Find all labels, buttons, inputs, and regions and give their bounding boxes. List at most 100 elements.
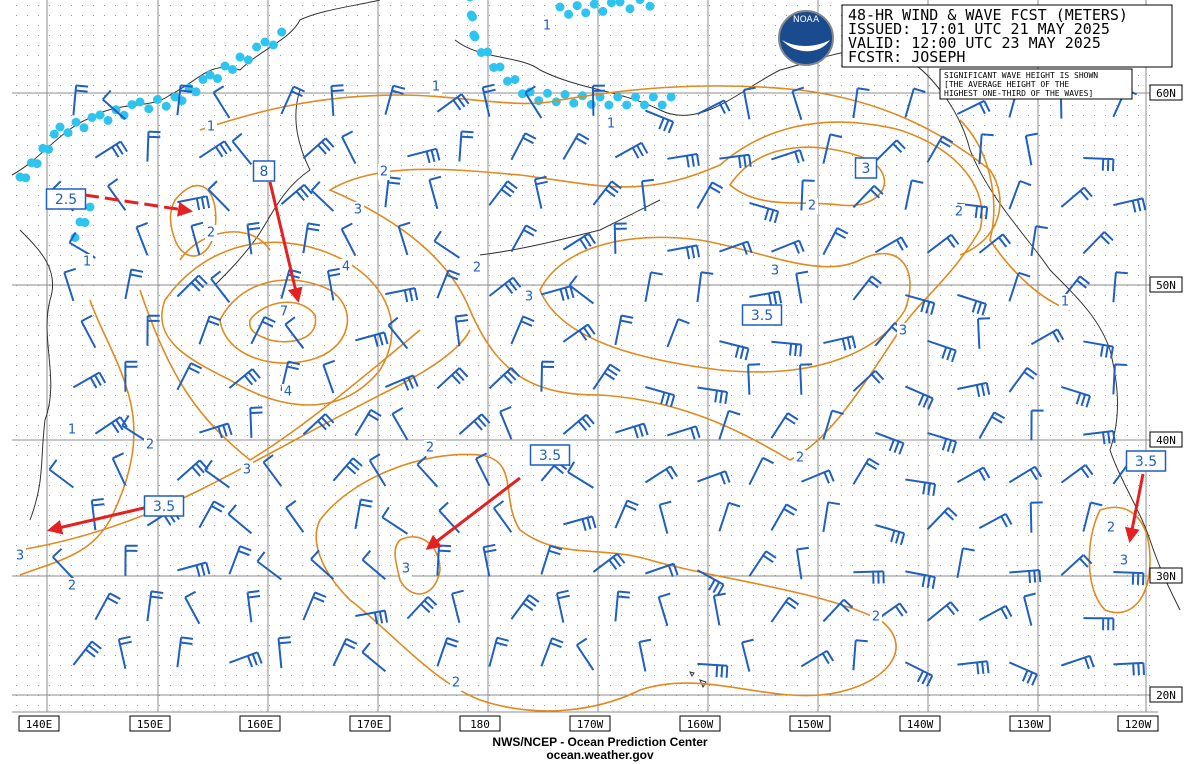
wind-barb	[567, 461, 594, 489]
wind-barb	[72, 640, 102, 666]
wind-barb	[592, 180, 622, 206]
wind-barb	[387, 316, 409, 350]
wind-barb	[741, 638, 754, 672]
ice-dot	[622, 100, 632, 110]
contour-label: 2	[955, 205, 963, 220]
contour-label: 2	[808, 199, 816, 214]
wind-barb	[926, 507, 958, 531]
wind-barb	[302, 137, 335, 160]
wind-barb	[615, 422, 649, 439]
wind-barb	[499, 406, 513, 440]
wind-barb	[481, 83, 496, 117]
footer-bg	[460, 733, 730, 761]
wind-barb	[416, 455, 439, 488]
ice-dot	[268, 40, 278, 50]
lat-box	[1149, 567, 1183, 584]
wind-barb	[927, 339, 957, 363]
wind-barb	[800, 649, 835, 668]
contour-label-bg	[806, 198, 818, 214]
ice-dot	[252, 42, 262, 52]
wind-barb	[63, 267, 77, 302]
wave-height: 2.5	[55, 192, 77, 208]
wind-barb	[926, 135, 954, 163]
ice-dot	[625, 4, 635, 14]
lon-label: 170W	[577, 718, 604, 731]
wind-barb	[1029, 501, 1043, 533]
wind-barb	[956, 99, 991, 115]
wind-barb	[852, 370, 885, 392]
wind-barb	[385, 374, 419, 391]
lat-label: 40N	[1156, 434, 1176, 447]
contour-label: 2	[426, 441, 434, 456]
ice-dot	[639, 100, 649, 110]
wind-barb	[229, 651, 263, 668]
wind-barb	[1008, 271, 1031, 302]
wind-barb	[94, 140, 128, 159]
lon-box	[18, 715, 60, 732]
lat-box	[1149, 276, 1183, 293]
contour-label: 3	[771, 264, 779, 279]
contour-label: 2	[796, 451, 804, 466]
wind-barb	[1008, 180, 1032, 210]
wind-barb	[718, 409, 741, 440]
ice-dot	[103, 115, 113, 125]
wind-barb	[492, 500, 513, 533]
wind-barb	[1083, 156, 1115, 172]
wind-barb	[72, 84, 89, 116]
wind-barb	[978, 233, 1012, 254]
ice-dot	[581, 8, 591, 18]
wind-barb	[177, 195, 211, 211]
contour-label: 4	[284, 385, 292, 400]
wind-barb	[488, 276, 522, 297]
wind-barb	[719, 240, 753, 255]
lat-box	[1149, 84, 1183, 101]
wind-barb	[1060, 554, 1093, 576]
wind-barb	[332, 457, 363, 482]
wind-barb	[246, 221, 261, 255]
wind-barb	[198, 500, 225, 529]
ice-dot	[153, 95, 162, 104]
wind-barb	[482, 543, 497, 577]
chart-title: 48-HR WIND & WAVE FCST (METERS)	[848, 6, 1128, 24]
wind-barb	[667, 244, 701, 260]
wind-barb	[800, 179, 815, 211]
wind-barb	[384, 84, 406, 115]
wind-barb	[540, 637, 564, 667]
wind-barb	[795, 270, 809, 304]
wind-barb	[956, 547, 975, 579]
wind-barb	[1030, 328, 1065, 346]
wind-barb	[1023, 592, 1036, 626]
wind-barb	[957, 293, 987, 316]
wind-barb	[791, 86, 805, 121]
contour-label: 1	[1061, 295, 1069, 310]
wave-box	[143, 495, 185, 517]
contour-label: 3	[243, 463, 251, 478]
wind-barb	[853, 570, 885, 584]
ice-dot	[49, 129, 59, 139]
contour-label-bg	[953, 204, 965, 220]
wind-barb	[488, 367, 521, 390]
wind-barb	[1083, 617, 1115, 631]
wind-barb	[94, 592, 121, 621]
contour-label-bg	[605, 116, 617, 132]
wave-box	[45, 188, 87, 210]
wind-barb	[90, 498, 105, 531]
contour-label: 1	[68, 423, 76, 438]
contour-label: 7	[280, 305, 288, 320]
wind-barb	[712, 592, 726, 626]
wind-barb	[667, 425, 701, 440]
wind-barb	[697, 470, 731, 485]
wind-barb	[541, 285, 575, 301]
wave-height: 3.5	[153, 499, 175, 515]
wind-barb	[799, 363, 813, 395]
contour-label-bg	[523, 289, 535, 305]
wind-barb	[978, 513, 1013, 530]
wind-barb	[1112, 363, 1127, 395]
wind-barb	[822, 598, 854, 623]
wave-box	[741, 304, 783, 326]
contour-label: 2	[146, 438, 154, 453]
wind-barb	[199, 422, 233, 439]
contour-label-bg	[241, 462, 253, 478]
lon-label: 140E	[26, 718, 53, 731]
wave-height: 3.5	[539, 448, 561, 464]
